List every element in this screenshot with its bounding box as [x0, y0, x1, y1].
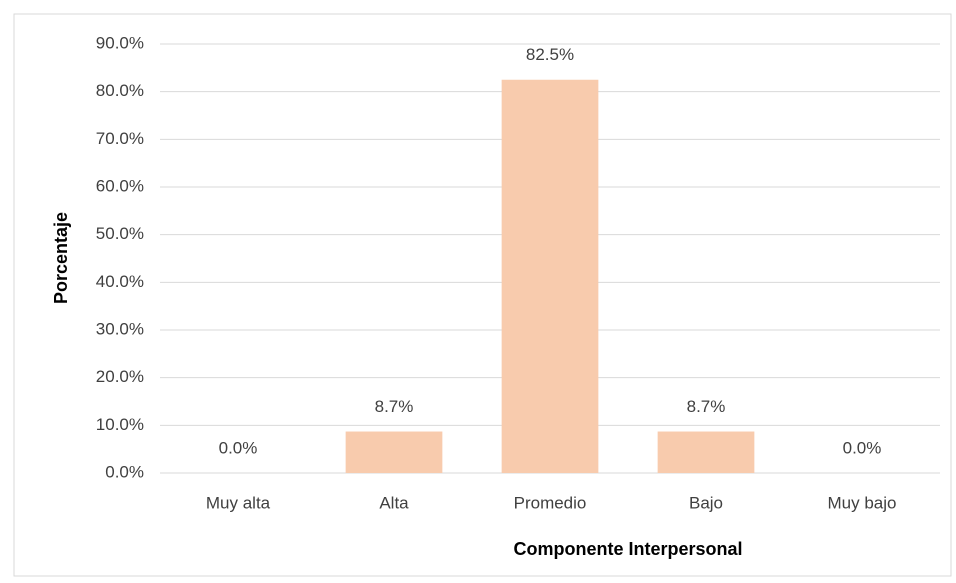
y-tick-label: 60.0%	[96, 176, 144, 195]
x-tick-label: Muy alta	[206, 493, 271, 512]
data-label: 0.0%	[843, 438, 882, 457]
data-label: 82.5%	[526, 45, 574, 64]
x-axis-title: Componente Interpersonal	[513, 539, 742, 559]
data-label: 8.7%	[687, 397, 726, 416]
data-label: 0.0%	[219, 438, 258, 457]
data-label: 8.7%	[375, 397, 414, 416]
y-tick-label: 10.0%	[96, 415, 144, 434]
x-tick-label: Muy bajo	[828, 493, 897, 512]
x-tick-label: Bajo	[689, 493, 723, 512]
bar	[345, 431, 443, 473]
x-tick-label: Alta	[379, 493, 409, 512]
y-axis-title: Porcentaje	[51, 212, 71, 304]
y-tick-label: 70.0%	[96, 129, 144, 148]
bar	[657, 431, 755, 473]
y-tick-label: 50.0%	[96, 224, 144, 243]
x-tick-label: Promedio	[514, 493, 587, 512]
bar	[501, 79, 599, 473]
y-tick-label: 30.0%	[96, 319, 144, 338]
y-tick-label: 40.0%	[96, 272, 144, 291]
y-tick-label: 20.0%	[96, 367, 144, 386]
y-tick-label: 80.0%	[96, 81, 144, 100]
y-tick-label: 0.0%	[105, 462, 144, 481]
y-tick-label: 90.0%	[96, 33, 144, 52]
chart-border	[13, 13, 952, 577]
